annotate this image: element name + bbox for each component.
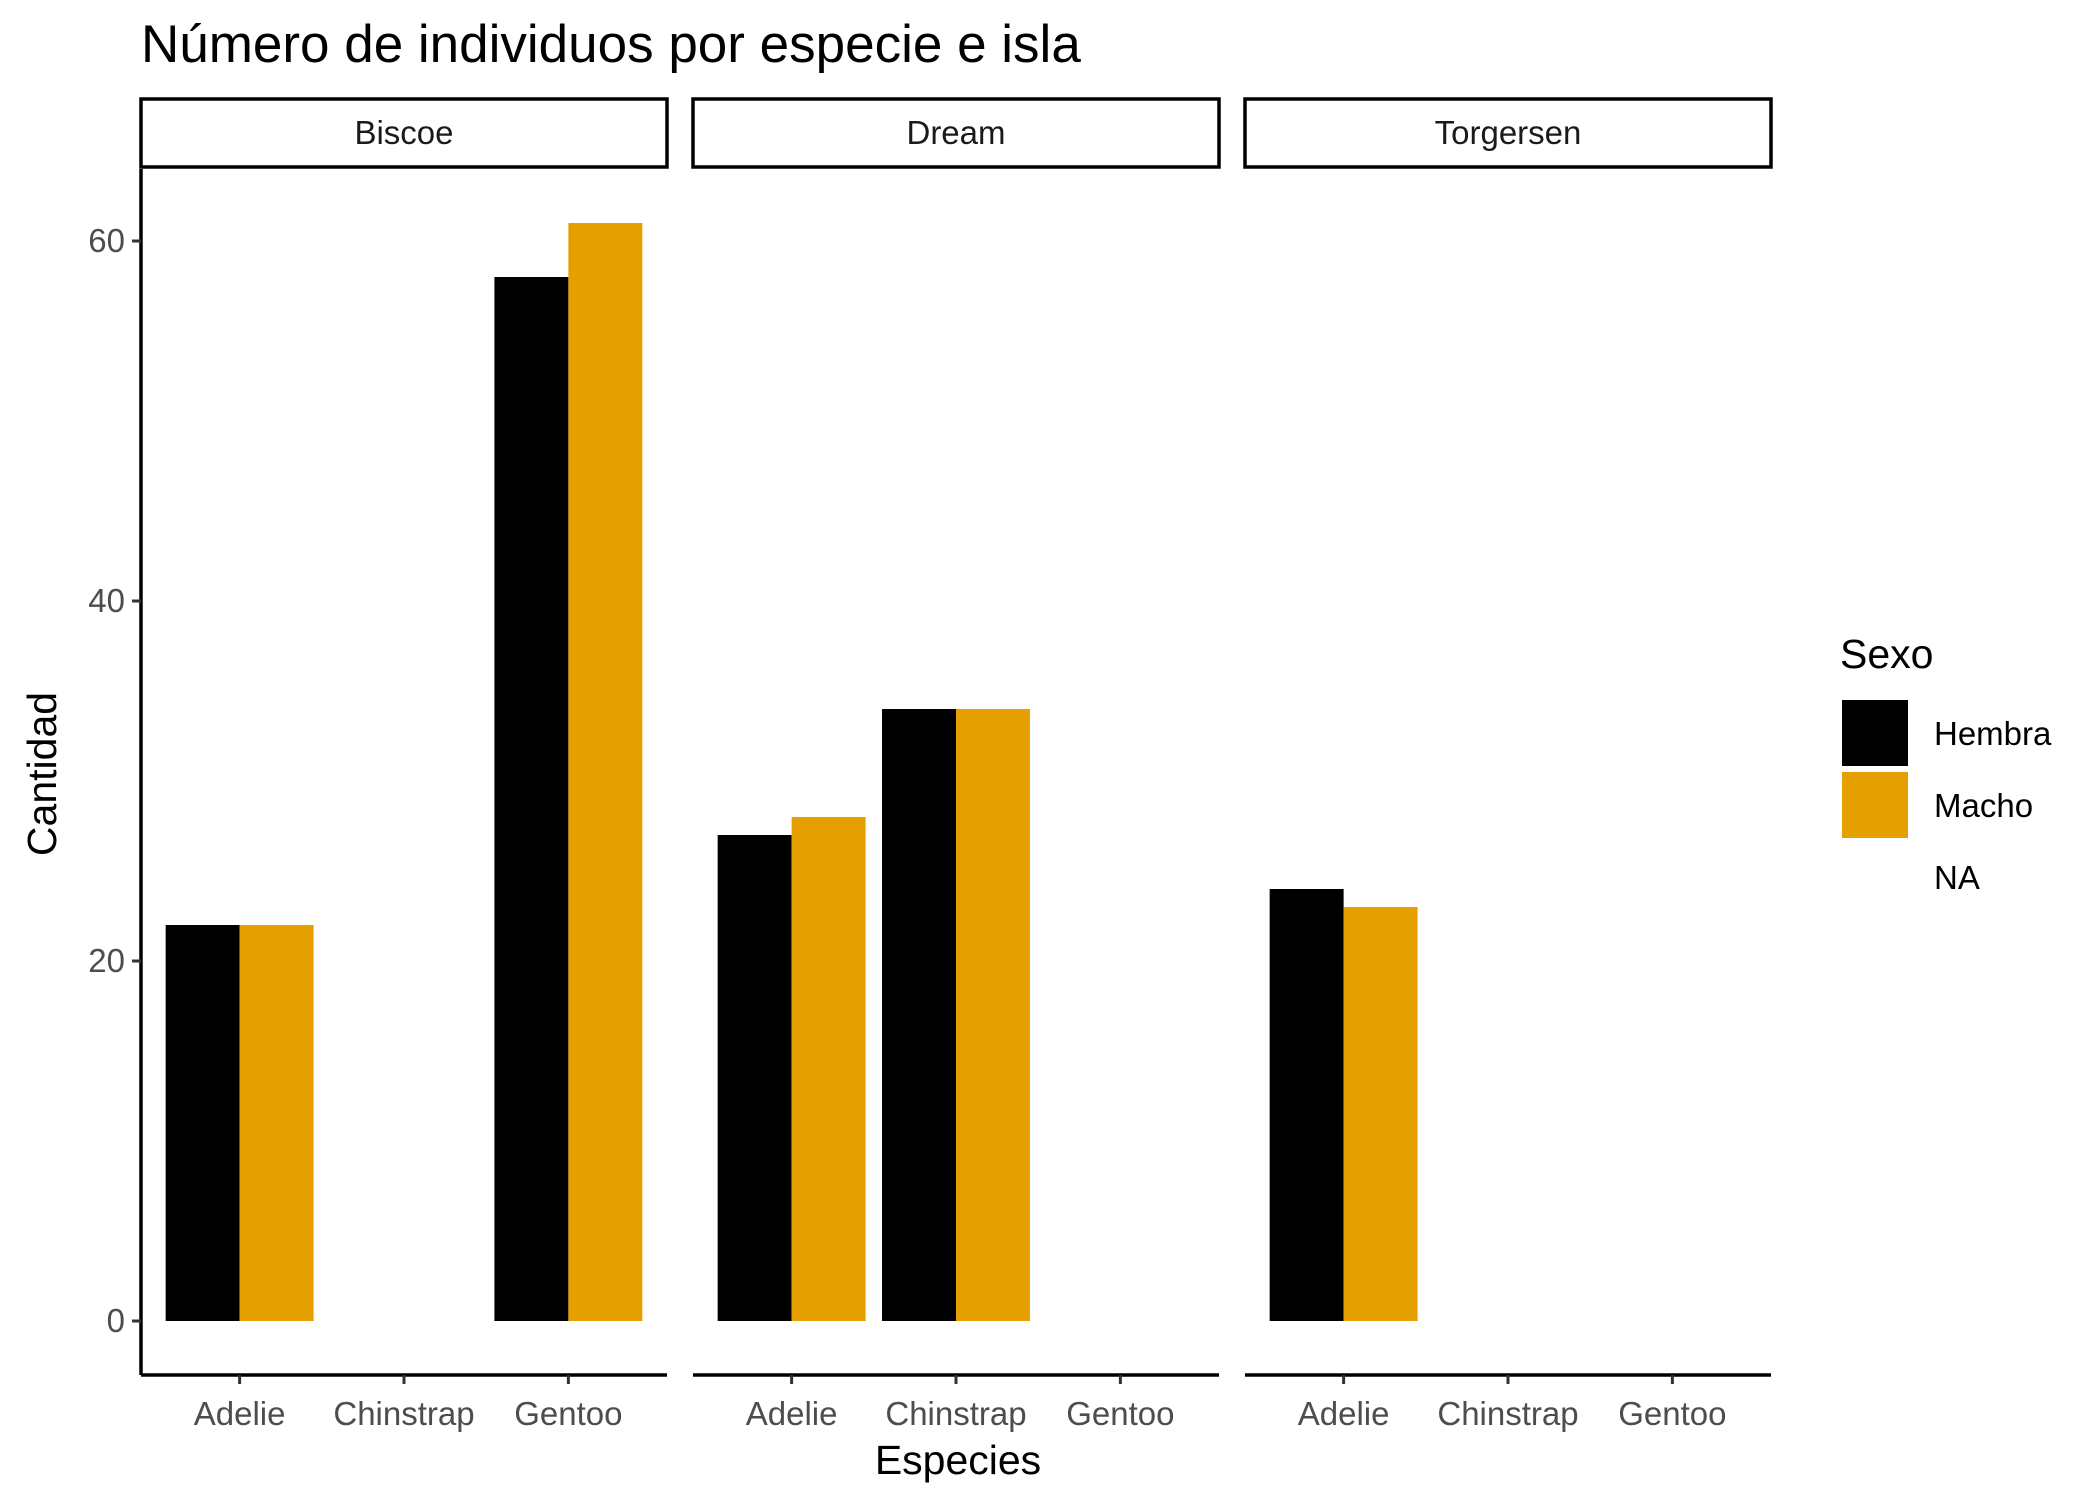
- x-tick-label: Chinstrap: [333, 1395, 474, 1432]
- facet-panels: Biscoe Adelie Chinstrap Gentoo 0 20 40 60 Dream A…: [88, 97, 1773, 1432]
- y-tick-label: 40: [88, 582, 125, 619]
- x-tick-label: Gentoo: [1066, 1395, 1174, 1432]
- x-tick-label: Chinstrap: [1437, 1395, 1578, 1432]
- x-tick-label: Chinstrap: [885, 1395, 1026, 1432]
- legend: Sexo Hembra Macho NA: [1840, 631, 2052, 910]
- y-tick-label: 60: [88, 222, 125, 259]
- facet-biscoe: Biscoe Adelie Chinstrap Gentoo 0 20 40 60: [88, 97, 669, 1432]
- y-tick-label: 0: [107, 1302, 125, 1339]
- facet-torgersen: Torgersen Adelie Chinstrap Gentoo: [1243, 97, 1773, 1432]
- legend-label-hembra: Hembra: [1934, 715, 2052, 752]
- bar-biscoe-gentoo-hembra: [494, 277, 569, 1321]
- x-axis-title: Especies: [875, 1437, 1041, 1483]
- x-tick-label: Adelie: [746, 1395, 838, 1432]
- bar-biscoe-gentoo-macho: [568, 223, 643, 1321]
- y-axis-title: Cantidad: [19, 692, 65, 856]
- facet-strip-label: Dream: [906, 114, 1005, 151]
- legend-label-na: NA: [1934, 859, 1980, 896]
- facet-strip-label: Biscoe: [354, 114, 453, 151]
- y-tick-label: 20: [88, 942, 125, 979]
- legend-key-macho: [1842, 772, 1908, 838]
- bar-torgersen-adelie-macho: [1343, 907, 1418, 1321]
- bar-torgersen-adelie-hembra: [1269, 889, 1344, 1321]
- facet-strip-label: Torgersen: [1435, 114, 1582, 151]
- legend-label-macho: Macho: [1934, 787, 2033, 824]
- legend-title: Sexo: [1840, 631, 1933, 677]
- bar-dream-chinstrap-hembra: [882, 709, 956, 1321]
- facet-strip-dream: [691, 97, 1221, 169]
- x-tick-label: Gentoo: [1618, 1395, 1726, 1432]
- bar-dream-adelie-macho: [791, 817, 866, 1321]
- bar-biscoe-adelie-macho: [239, 925, 314, 1321]
- legend-key-na: [1842, 844, 1908, 910]
- facet-strip-torgersen: [1243, 97, 1773, 169]
- facet-dream: Dream Adelie Chinstrap Gentoo: [691, 97, 1221, 1432]
- x-tick-label: Adelie: [1298, 1395, 1390, 1432]
- facet-strip-biscoe: [139, 97, 669, 169]
- x-tick-label: Gentoo: [514, 1395, 622, 1432]
- legend-key-hembra: [1842, 700, 1908, 766]
- bar-dream-chinstrap-macho: [956, 709, 1030, 1321]
- chart-title: Número de individuos por especie e isla: [141, 15, 1081, 74]
- x-tick-label: Adelie: [194, 1395, 286, 1432]
- bar-biscoe-adelie-hembra: [165, 925, 240, 1321]
- bar-dream-adelie-hembra: [717, 835, 792, 1321]
